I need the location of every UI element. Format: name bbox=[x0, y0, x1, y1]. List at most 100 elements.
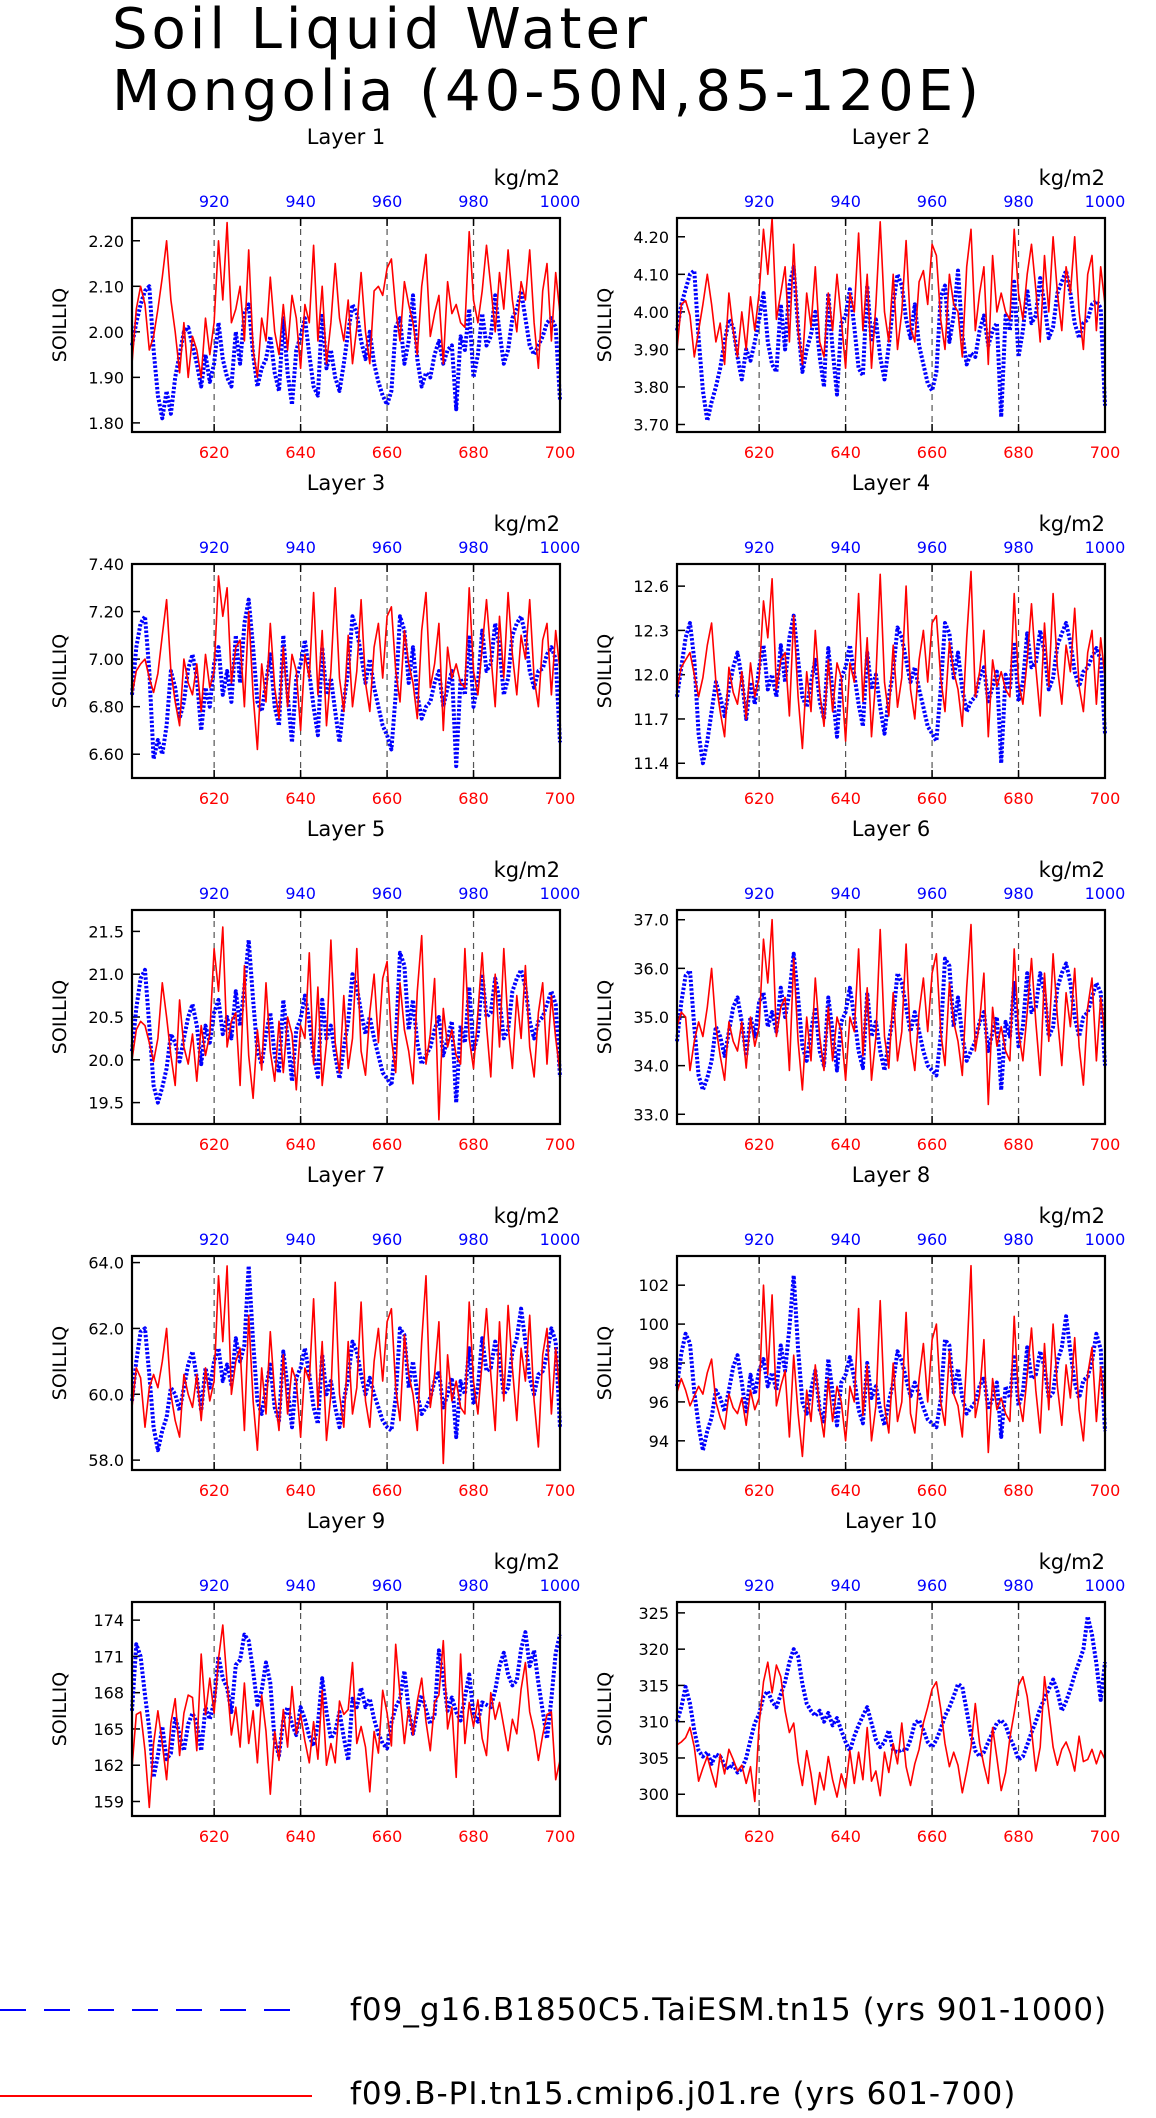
y-tick-label: 2.00 bbox=[88, 323, 124, 342]
x-tick-label-bottom: 680 bbox=[1003, 1135, 1034, 1154]
y-tick-label: 37.0 bbox=[633, 911, 669, 930]
y-tick-label: 315 bbox=[638, 1676, 669, 1695]
x-tick-label-top: 960 bbox=[372, 192, 403, 211]
y-tick-label: 162 bbox=[93, 1756, 124, 1775]
plot-frame bbox=[675, 1600, 1107, 1818]
series-line-cmip6 bbox=[131, 926, 561, 1121]
x-tick-label-bottom: 640 bbox=[830, 1827, 861, 1846]
top-axis-unit: kg/m2 bbox=[1039, 858, 1105, 882]
chart-panel: Layer 5 kg/m2 SOILLIQ 620 640 660 680 700 920 940… bbox=[49, 817, 580, 1154]
y-tick-label: 300 bbox=[638, 1785, 669, 1804]
x-tick-label-top: 940 bbox=[285, 538, 316, 557]
chart-panel: Layer 9 kg/m2 SOILLIQ 620 640 660 680 700 920 940… bbox=[49, 1509, 580, 1846]
plot-frame bbox=[675, 562, 1107, 780]
top-axis-unit: kg/m2 bbox=[1039, 1550, 1105, 1574]
x-tick-label-top: 920 bbox=[744, 538, 775, 557]
y-tick-label: 159 bbox=[93, 1792, 124, 1811]
x-tick-label-bottom: 640 bbox=[285, 443, 316, 462]
panel-title: Layer 4 bbox=[852, 471, 931, 495]
x-tick-label-bottom: 640 bbox=[830, 789, 861, 808]
x-tick-label-bottom: 680 bbox=[458, 1827, 489, 1846]
x-tick-label-bottom: 700 bbox=[545, 1481, 576, 1500]
x-tick-label-top: 940 bbox=[285, 884, 316, 903]
x-tick-label-bottom: 680 bbox=[458, 443, 489, 462]
x-tick-label-top: 980 bbox=[1003, 884, 1034, 903]
series-line-cmip6 bbox=[131, 221, 561, 379]
x-tick-label-bottom: 700 bbox=[1090, 1135, 1121, 1154]
x-tick-label-bottom: 620 bbox=[199, 1135, 230, 1154]
chart-title-line-2: Mongolia (40-50N,85-120E) bbox=[112, 59, 983, 124]
x-tick-label-top: 980 bbox=[458, 192, 489, 211]
y-tick-label: 64.0 bbox=[88, 1254, 124, 1273]
y-tick-label: 174 bbox=[93, 1611, 124, 1630]
y-tick-label: 11.7 bbox=[633, 710, 669, 729]
x-tick-label-top: 960 bbox=[917, 884, 948, 903]
series-line-cmip6 bbox=[676, 570, 1106, 750]
x-tick-label-top: 920 bbox=[199, 1230, 230, 1249]
x-tick-label-top: 920 bbox=[199, 884, 230, 903]
panel-title: Layer 2 bbox=[852, 125, 931, 149]
plot-frame bbox=[130, 216, 562, 434]
panel-title: Layer 10 bbox=[845, 1509, 937, 1533]
series-line-taiesm bbox=[130, 1630, 562, 1780]
x-tick-label-bottom: 660 bbox=[372, 1135, 403, 1154]
x-tick-label-top: 960 bbox=[917, 1576, 948, 1595]
x-tick-label-top: 1000 bbox=[1085, 1230, 1126, 1249]
y-tick-label: 3.90 bbox=[633, 340, 669, 359]
y-axis-label: SOILLIQ bbox=[49, 980, 71, 1054]
x-tick-label-top: 980 bbox=[1003, 192, 1034, 211]
plot-frame bbox=[130, 1254, 562, 1472]
y-axis-label: SOILLIQ bbox=[594, 1672, 616, 1746]
x-tick-label-top: 920 bbox=[744, 1230, 775, 1249]
top-axis-unit: kg/m2 bbox=[494, 858, 560, 882]
y-tick-label: 7.00 bbox=[88, 650, 124, 669]
x-tick-label-top: 940 bbox=[830, 192, 861, 211]
x-tick-label-bottom: 680 bbox=[458, 1135, 489, 1154]
plot-frame bbox=[130, 908, 562, 1126]
x-tick-label-bottom: 680 bbox=[1003, 1827, 1034, 1846]
x-tick-label-top: 960 bbox=[372, 1576, 403, 1595]
x-tick-label-top: 960 bbox=[917, 1230, 948, 1249]
x-tick-label-bottom: 640 bbox=[285, 1827, 316, 1846]
x-tick-label-bottom: 620 bbox=[744, 1827, 775, 1846]
x-tick-label-bottom: 680 bbox=[458, 1481, 489, 1500]
x-tick-label-top: 920 bbox=[199, 1576, 230, 1595]
x-tick-label-bottom: 700 bbox=[545, 1827, 576, 1846]
series-line-cmip6 bbox=[676, 217, 1106, 370]
series-line-cmip6 bbox=[676, 1661, 1106, 1806]
y-tick-label: 6.80 bbox=[88, 698, 124, 717]
y-tick-label: 11.4 bbox=[633, 754, 669, 773]
chart-panel: Layer 3 kg/m2 SOILLIQ 620 640 660 680 700 920 940… bbox=[49, 471, 580, 808]
y-tick-label: 2.20 bbox=[88, 232, 124, 251]
x-tick-label-top: 980 bbox=[458, 884, 489, 903]
x-tick-label-bottom: 660 bbox=[917, 443, 948, 462]
legend-swatch-solid bbox=[0, 2095, 312, 2097]
x-tick-label-bottom: 620 bbox=[744, 1481, 775, 1500]
x-tick-label-top: 980 bbox=[1003, 538, 1034, 557]
y-tick-label: 21.0 bbox=[88, 965, 124, 984]
x-tick-label-top: 960 bbox=[917, 192, 948, 211]
y-tick-label: 58.0 bbox=[88, 1451, 124, 1470]
panel-title: Layer 6 bbox=[852, 817, 931, 841]
x-tick-label-top: 940 bbox=[285, 192, 316, 211]
x-tick-label-bottom: 680 bbox=[1003, 1481, 1034, 1500]
legend-item-taiesm: f09_g16.B1850C5.TaiESM.tn15 (yrs 901-100… bbox=[0, 1990, 1156, 2030]
x-tick-label-bottom: 680 bbox=[1003, 789, 1034, 808]
series-line-cmip6 bbox=[676, 918, 1106, 1106]
legend-swatch-dashed bbox=[0, 2009, 292, 2011]
x-tick-label-top: 980 bbox=[458, 1230, 489, 1249]
chart-panel: Layer 2 kg/m2 SOILLIQ 620 640 660 680 700 920 940… bbox=[594, 125, 1125, 462]
x-tick-label-top: 980 bbox=[458, 1576, 489, 1595]
y-axis-label: SOILLIQ bbox=[49, 634, 71, 708]
y-axis-label: SOILLIQ bbox=[594, 634, 616, 708]
chart-panel: Layer 4 kg/m2 SOILLIQ 620 640 660 680 700 920 940… bbox=[594, 471, 1125, 808]
top-axis-unit: kg/m2 bbox=[494, 166, 560, 190]
y-tick-label: 94 bbox=[649, 1432, 669, 1451]
series-line-cmip6 bbox=[131, 1624, 561, 1809]
y-tick-label: 2.10 bbox=[88, 277, 124, 296]
chart-panel: Layer 1 kg/m2 SOILLIQ 620 640 660 680 700 920 940… bbox=[49, 125, 580, 462]
x-tick-label-bottom: 620 bbox=[199, 789, 230, 808]
x-tick-label-top: 1000 bbox=[1085, 192, 1126, 211]
chart-panel: Layer 6 kg/m2 SOILLIQ 620 640 660 680 700 920 940… bbox=[594, 817, 1125, 1154]
